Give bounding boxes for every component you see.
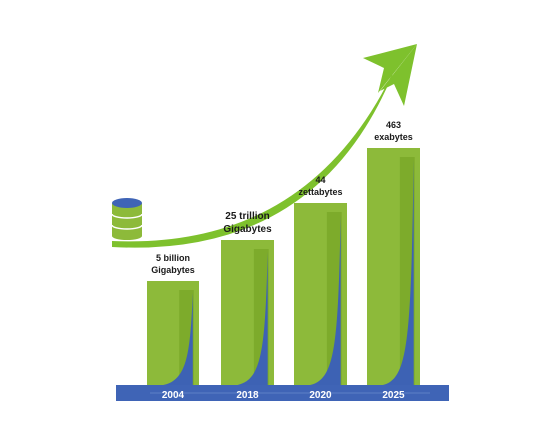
data-label: 463 [386, 120, 401, 130]
bar-2004 [147, 281, 199, 386]
bars-layer [147, 148, 420, 386]
bar-growth-fill [153, 293, 193, 386]
database-icon [111, 198, 143, 240]
database-ring [111, 213, 143, 219]
data-labels: 5 billion Gigabytes 2004 25 trillion Gigabyt… [151, 120, 413, 401]
data-label: 44 [315, 175, 325, 185]
database-top [112, 198, 142, 208]
database-body [112, 203, 142, 236]
bar-2025 [367, 148, 420, 386]
arrow-head [363, 44, 417, 93]
x-tick-label: 2025 [382, 390, 405, 401]
data-label: 5 billion [156, 253, 190, 263]
arrow-shaft [112, 66, 396, 248]
bar-growth-fill [373, 160, 414, 386]
x-tick-label: 2018 [236, 390, 259, 401]
data-label: zettabytes [298, 187, 342, 197]
database-base [112, 232, 142, 240]
x-axis-band [116, 385, 449, 401]
x-tick-label: 2004 [162, 390, 185, 401]
data-label: Gigabytes [151, 265, 195, 275]
data-label: 25 trillion [225, 211, 269, 222]
data-label: exabytes [374, 132, 413, 142]
database-ring [111, 224, 143, 230]
growth-arrow [112, 44, 417, 248]
arrow-head-right [380, 44, 417, 106]
bar-growth-fill [227, 252, 268, 386]
bar-2018 [221, 240, 274, 386]
data-label: Gigabytes [223, 224, 272, 235]
bar-growth-fill [300, 215, 341, 386]
bar-2020 [294, 203, 347, 386]
x-tick-label: 2020 [309, 390, 332, 401]
